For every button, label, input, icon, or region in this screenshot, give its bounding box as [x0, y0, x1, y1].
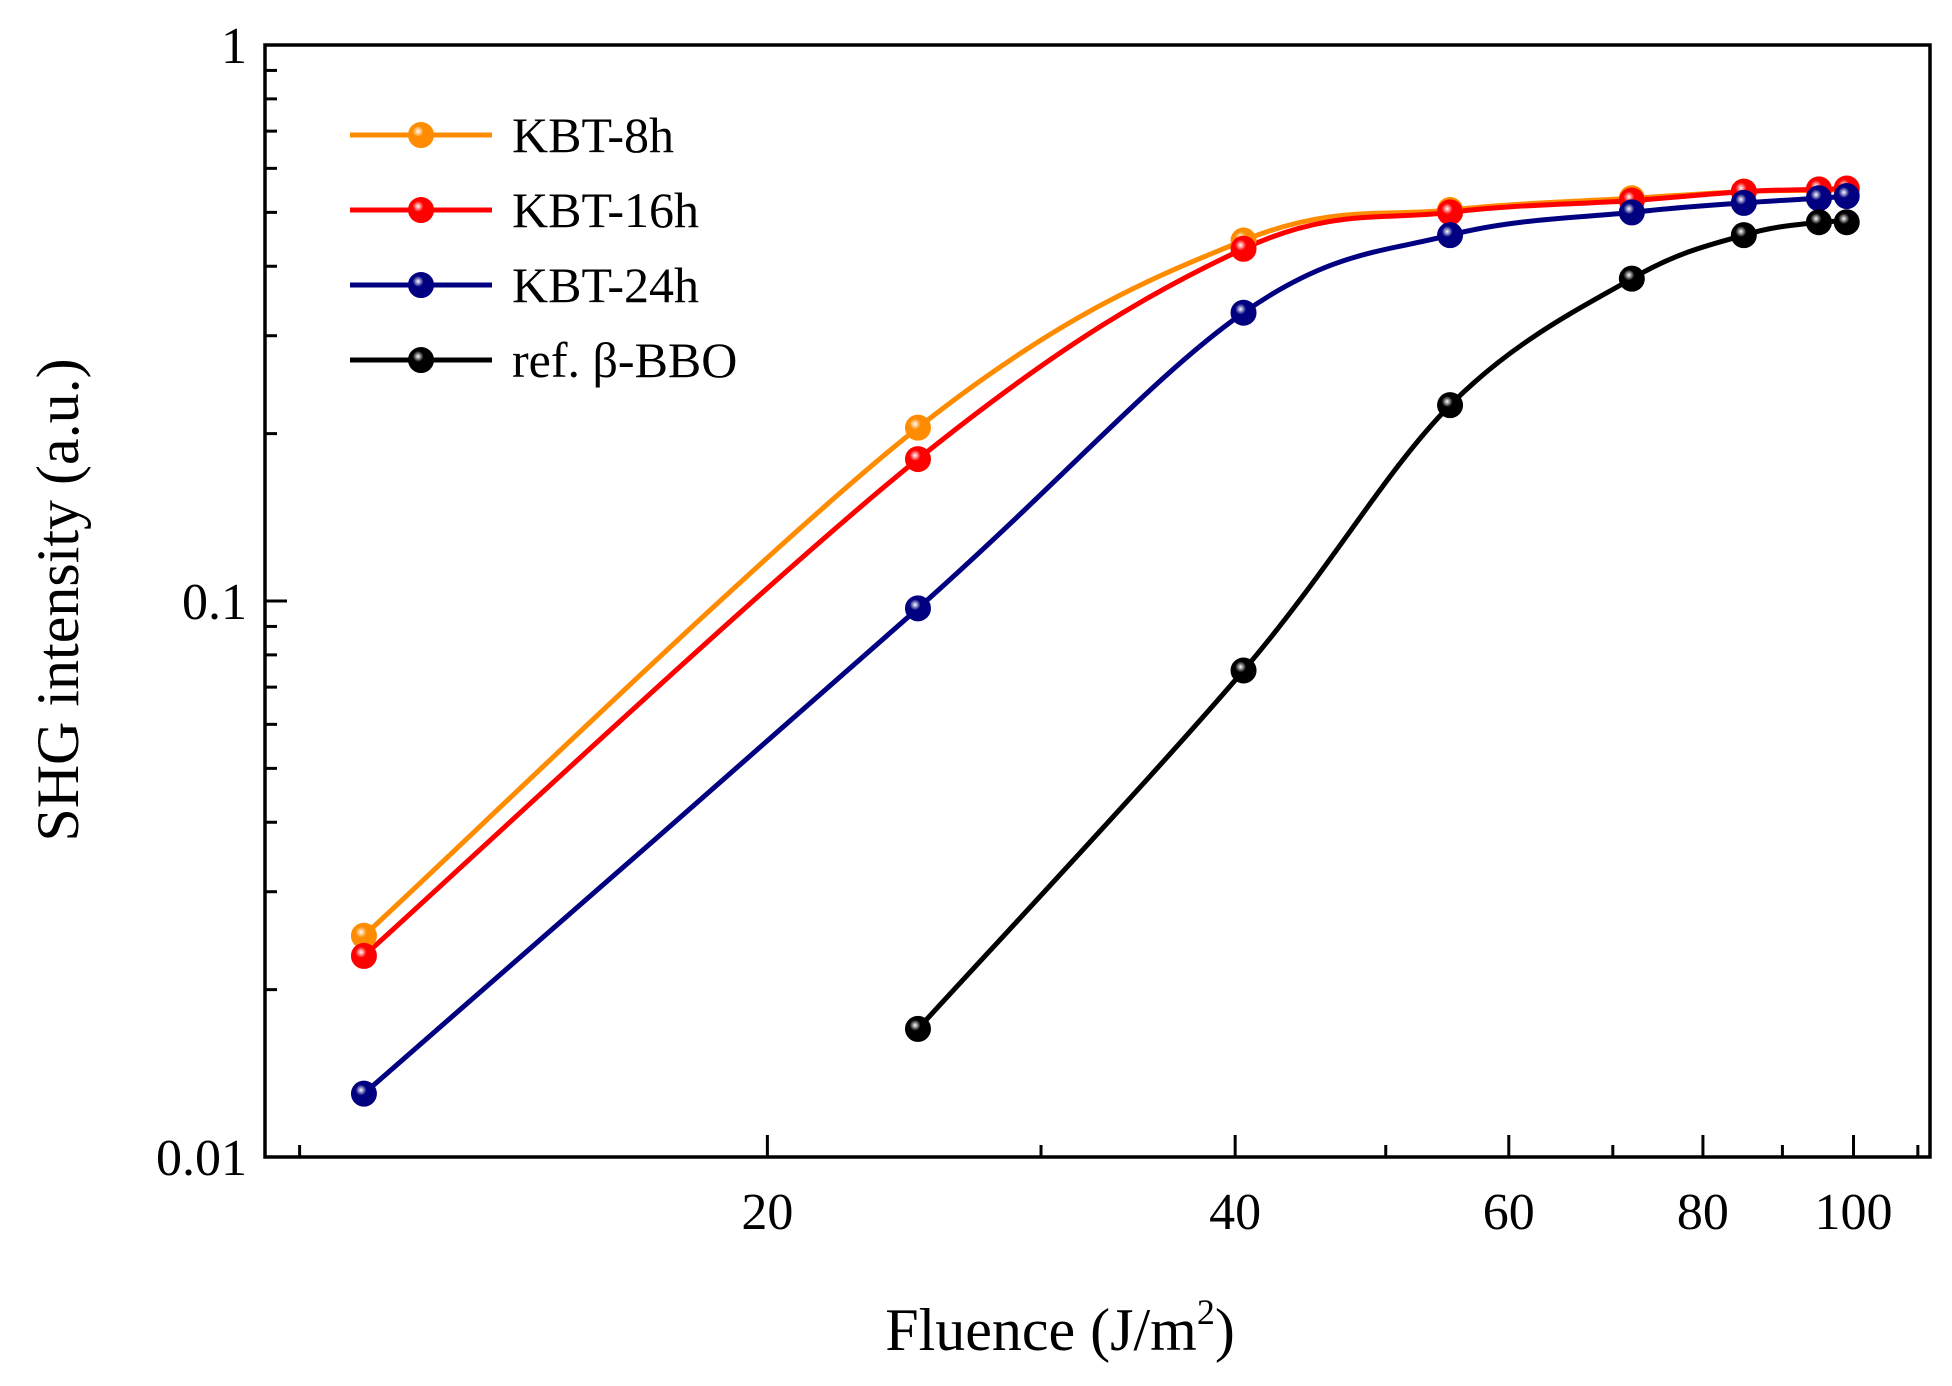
data-point-ref-bbo: [1730, 222, 1757, 249]
y-tick-label: 0.1: [182, 574, 247, 631]
x-tick-label: 100: [1815, 1184, 1893, 1241]
x-tick-label: 80: [1677, 1184, 1729, 1241]
x-tick-label: 20: [741, 1184, 793, 1241]
ticks-layer: 20 40 60 80 100 0.01 0.1 1: [156, 18, 1920, 1241]
legend-marker: [408, 197, 434, 223]
data-point-kbt-16h: [904, 446, 931, 473]
x-tick-label: 60: [1483, 1184, 1535, 1241]
data-point-ref-bbo: [1437, 392, 1464, 419]
legend-marker: [408, 122, 434, 148]
data-point-ref-bbo: [1805, 209, 1832, 236]
data-point-kbt-24h: [1833, 183, 1860, 210]
data-point-ref-bbo: [1230, 657, 1257, 684]
legend-marker: [408, 272, 434, 298]
x-tick-label: 40: [1209, 1184, 1261, 1241]
data-point-kbt-24h: [1805, 185, 1832, 212]
series-line-kbt-24h: [362, 193, 1847, 1096]
data-point-kbt-24h: [904, 595, 931, 622]
y-tick-label: 1: [221, 18, 247, 75]
data-point-kbt-24h: [1230, 299, 1257, 326]
x-axis-title: Fluence (J/m2): [885, 1292, 1235, 1363]
legend-label: KBT-16h: [512, 182, 699, 238]
data-point-kbt-8h: [904, 414, 931, 441]
y-axis-title: SHG intensity (a.u.): [25, 358, 91, 841]
legend-label: ref. β-BBO: [512, 332, 737, 388]
legend-label: KBT-24h: [512, 257, 699, 313]
data-point-kbt-16h: [350, 942, 377, 969]
series-line-ref-bbo: [916, 218, 1847, 1031]
data-point-ref-bbo: [1618, 265, 1645, 292]
markers-layer: [350, 175, 1860, 1107]
data-point-kbt-24h: [1618, 199, 1645, 226]
data-point-kbt-24h: [1730, 189, 1757, 216]
legend: KBT-8h KBT-16h KBT-24h ref. β-BBO: [350, 107, 737, 388]
y-tick-label: 0.01: [156, 1130, 247, 1187]
data-point-kbt-16h: [1230, 235, 1257, 262]
data-point-kbt-24h: [1437, 222, 1464, 249]
data-point-ref-bbo: [904, 1015, 931, 1042]
legend-marker: [408, 347, 434, 373]
data-point-kbt-24h: [350, 1080, 377, 1107]
data-point-kbt-16h: [1437, 199, 1464, 226]
legend-label: KBT-8h: [512, 107, 674, 163]
data-point-ref-bbo: [1833, 209, 1860, 236]
lines-layer: [362, 186, 1847, 1096]
